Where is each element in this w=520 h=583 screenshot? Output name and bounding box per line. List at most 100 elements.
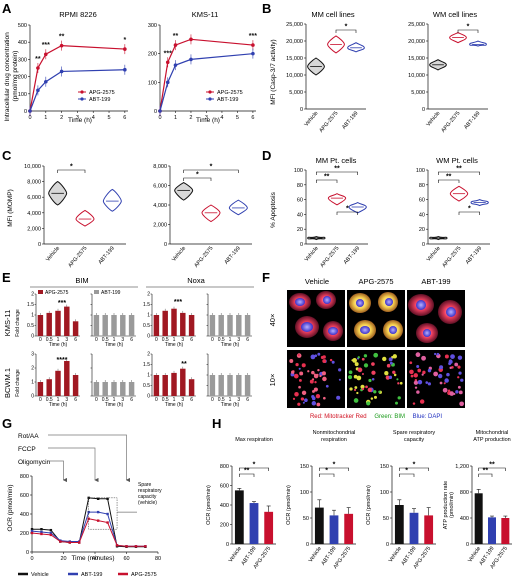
category-label: Vehicle xyxy=(304,110,320,127)
cell-dot xyxy=(458,371,462,375)
c2-ytick-label: 8,000 xyxy=(153,164,167,170)
data-point-apg-2575 xyxy=(144,545,147,548)
cell-dot xyxy=(449,391,455,396)
legend-label-abt199: ABT-199 xyxy=(101,290,121,296)
e-xtick-label: 3 xyxy=(65,337,68,343)
cell-dot xyxy=(455,390,459,394)
data-point-apg-2575 xyxy=(59,540,62,543)
panel-label-f: F xyxy=(262,270,270,285)
cell-dot xyxy=(313,387,318,392)
panel-f-row-40x: 40× xyxy=(268,314,277,327)
data-point-apg-2575 xyxy=(96,519,100,522)
cell-dot xyxy=(388,357,393,362)
cell-dot xyxy=(439,381,443,385)
panel-f-col-vehicle: Vehicle xyxy=(305,277,329,286)
d2-ytick-label: 40 xyxy=(419,212,425,218)
bar-bcwm1-noxa-apg-2575 xyxy=(162,375,168,396)
d1-ytick-label: 40 xyxy=(297,212,303,218)
bar-kms-11-bim-abt-199 xyxy=(102,315,108,336)
significance-bracket xyxy=(57,169,86,173)
bar-apg-2575 xyxy=(344,513,354,544)
category-label: Vehicle xyxy=(426,110,442,127)
cell-dot xyxy=(291,370,295,374)
cell-dot xyxy=(392,370,396,374)
significance-marker: * xyxy=(345,24,348,31)
cell-dot xyxy=(413,373,418,378)
significance-bracket xyxy=(183,169,239,173)
cell-dot xyxy=(457,385,461,389)
panel-e-header-bim: BIM xyxy=(75,276,88,285)
a2-ytick-label: 0 xyxy=(154,109,157,115)
cell-dot xyxy=(427,368,432,373)
bar-bcwm1-bim-apg-2575 xyxy=(72,375,79,396)
panel-e-ylabel-1: Fold change xyxy=(15,309,21,337)
h1-ytick-label: 0 xyxy=(226,542,229,548)
b2-ytick-label: 10,000 xyxy=(408,73,425,79)
data-point-apg-2575 xyxy=(44,52,48,57)
panel-label-g: G xyxy=(2,416,12,431)
a2-ytick-label: 100 xyxy=(148,80,157,86)
cell-dot xyxy=(388,375,393,380)
cell-dot xyxy=(373,395,378,399)
cell-dot xyxy=(293,373,299,379)
panel-e-row-kms11: KMS-11 xyxy=(3,310,12,337)
data-point-abt-199 xyxy=(173,63,178,67)
panel-e-row-bcwm1: BCWM.1 xyxy=(3,368,12,398)
d2-ytick-label: 60 xyxy=(419,198,425,204)
b2-ytick-label: 0 xyxy=(422,107,425,113)
cell-dot xyxy=(325,384,329,388)
bar-bcwm1-noxa-abt-199 xyxy=(236,375,242,396)
d1-ytick-label: 0 xyxy=(300,242,303,248)
significance-marker: ** xyxy=(483,468,489,475)
category-label: APG-2575 xyxy=(440,110,461,134)
d1-ytick-label: 60 xyxy=(297,198,303,204)
significance-bracket xyxy=(399,467,429,471)
cell-dot xyxy=(421,355,426,361)
cell-dot xyxy=(357,356,360,359)
a1-xtick-label: 5 xyxy=(108,115,111,121)
data-point-apg-2575 xyxy=(36,66,40,70)
bar-bcwm1-noxa-abt-199 xyxy=(209,375,216,396)
cell-dot xyxy=(304,398,308,403)
e-ytick-label: 2 xyxy=(147,292,150,298)
legend-label-apg2575: APG-2575 xyxy=(45,290,69,296)
cell-dot xyxy=(385,375,390,380)
bar-apg-2575 xyxy=(501,518,510,544)
e-xtick-label: 0 xyxy=(211,397,214,403)
category-label: ABT-199 xyxy=(341,110,359,130)
legend-marker xyxy=(80,90,84,94)
e-xtick-label: 0 xyxy=(95,337,98,343)
e-xtick-label: 0.5 xyxy=(162,397,169,403)
b1-ytick-label: 0 xyxy=(300,107,303,113)
panel-e: BIM Noxa KMS-11 BCWM.1 Fold change Fold … xyxy=(3,276,254,408)
chart-c2: 0 2,000 4,000 6,000 8,000 Vehicle APG-2575 ABT-… xyxy=(153,164,252,269)
e-xtick-label: 3 xyxy=(237,397,240,403)
cell-dot xyxy=(297,402,301,406)
panel-g-ylabel: OCR (pmol/min) xyxy=(7,485,14,532)
h1-ytick-label: 600 xyxy=(220,484,229,490)
data-point-abt-199 xyxy=(36,88,40,93)
data-point-vehicle xyxy=(96,497,100,500)
cell-dot xyxy=(389,361,393,365)
bar-kms-11-noxa-apg-2575 xyxy=(188,315,195,336)
bar-kms-11-bim-abt-199 xyxy=(128,315,135,336)
c1-ytick-label: 4,000 xyxy=(27,211,41,217)
h3-ytick-label: 150 xyxy=(380,464,389,470)
e-ytick-label: 2 xyxy=(147,352,150,358)
chart-d2-title: WM Pt. cells xyxy=(436,156,478,165)
b2-ytick-label: 15,000 xyxy=(408,56,425,62)
legend-label: APG-2575 xyxy=(89,90,115,96)
significance-bracket xyxy=(336,211,358,215)
g-xtick-label: 80 xyxy=(155,556,161,562)
d2-ytick-label: 0 xyxy=(422,242,425,248)
bar-bcwm1-bim-apg-2575 xyxy=(55,370,61,396)
cell-dot xyxy=(421,373,424,376)
panel-a-ylabel: Intracellular drug concentration (pmol/m… xyxy=(4,30,19,121)
category-label: APG-2575 xyxy=(67,245,88,269)
h2-ytick-label: 100 xyxy=(300,490,309,496)
spare-capacity-line3: capacity xyxy=(138,494,157,500)
data-point-apg-2575 xyxy=(125,545,128,548)
e-xtick-label: 3 xyxy=(181,337,184,343)
significance-marker: ** xyxy=(173,33,179,40)
